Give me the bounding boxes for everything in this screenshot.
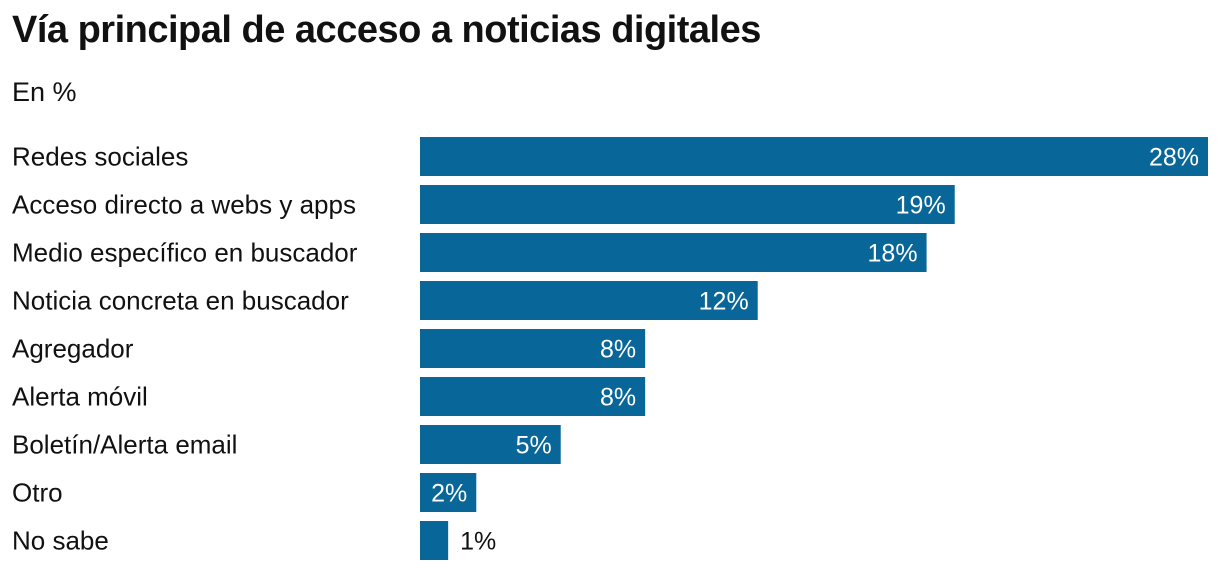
category-label: Boletín/Alerta email — [12, 430, 237, 460]
value-label: 2% — [431, 480, 467, 508]
bar — [420, 521, 449, 560]
value-label: 8% — [600, 384, 636, 412]
category-label: Acceso directo a webs y apps — [12, 190, 356, 220]
value-label: 18% — [868, 240, 918, 268]
bar — [420, 233, 927, 272]
category-label: Alerta móvil — [12, 382, 148, 412]
bar — [420, 473, 477, 512]
category-label: Agregador — [12, 334, 134, 364]
bar — [420, 137, 1208, 176]
category-label: Noticia concreta en buscador — [12, 286, 349, 316]
bar — [420, 425, 561, 464]
value-label: 12% — [699, 288, 749, 316]
value-label: 5% — [516, 432, 552, 460]
bar — [420, 281, 758, 320]
value-label: 28% — [1149, 144, 1199, 172]
value-label: 8% — [600, 336, 636, 364]
chart-subtitle: En % — [12, 77, 77, 107]
bar — [420, 185, 955, 224]
bar — [420, 329, 646, 368]
category-label: No sabe — [12, 526, 109, 556]
bar — [420, 377, 646, 416]
category-label: Medio específico en buscador — [12, 238, 358, 268]
chart-title: Vía principal de acceso a noticias digit… — [12, 9, 761, 51]
value-label: 1% — [460, 528, 496, 556]
category-label: Otro — [12, 478, 63, 508]
value-label: 19% — [896, 192, 946, 220]
category-label: Redes sociales — [12, 142, 188, 172]
